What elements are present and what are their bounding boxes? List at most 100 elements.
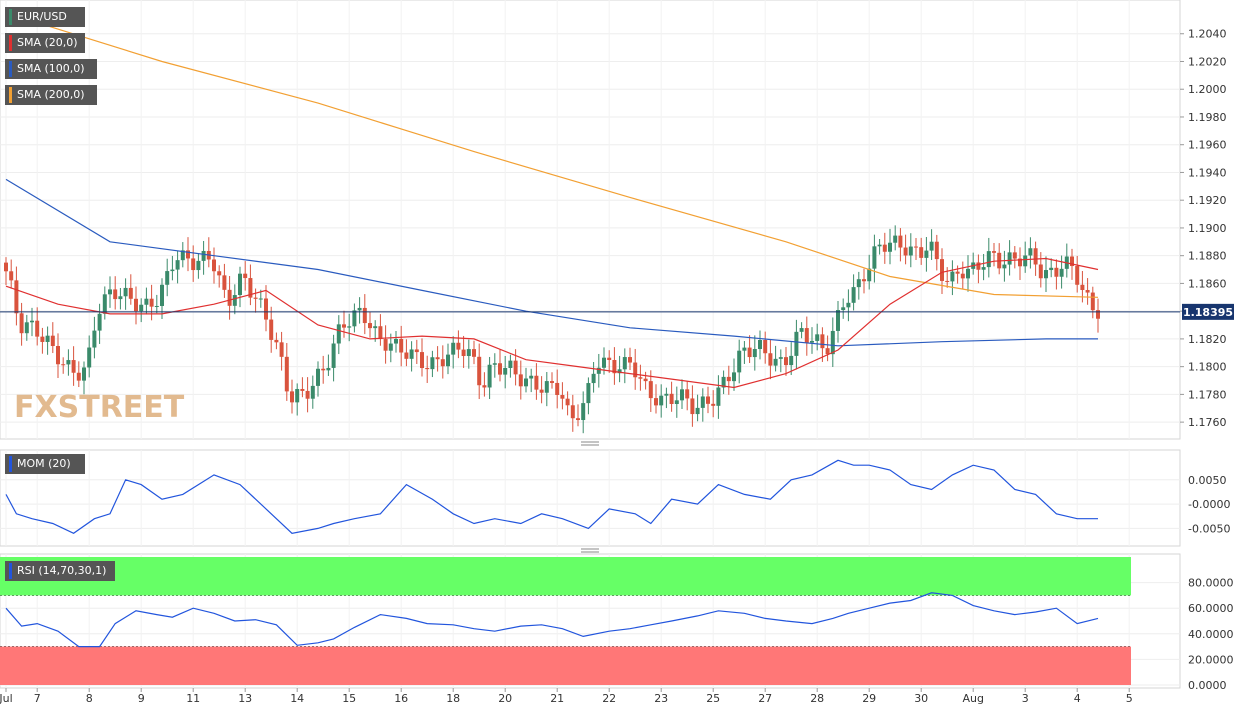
candle-body bbox=[113, 289, 118, 300]
splitter-price-mom[interactable] bbox=[581, 441, 599, 446]
candle-body bbox=[799, 328, 804, 332]
candle-body bbox=[1070, 256, 1074, 267]
candle-body bbox=[388, 343, 393, 351]
candle-body bbox=[258, 298, 263, 300]
candle-body bbox=[1080, 284, 1085, 291]
candle-body bbox=[742, 347, 747, 351]
candle-body bbox=[196, 260, 201, 271]
candle-body bbox=[565, 398, 570, 406]
candle-body bbox=[305, 390, 310, 399]
price-tick-label: 1.2040 bbox=[1188, 28, 1227, 41]
candle-body bbox=[316, 368, 320, 386]
candle-body bbox=[118, 296, 123, 300]
price-tick-label: 1.1860 bbox=[1188, 277, 1227, 290]
rsi-oversold-zone bbox=[0, 646, 1131, 685]
candle-body bbox=[643, 378, 648, 382]
candle-body bbox=[804, 328, 809, 343]
candle-body bbox=[336, 324, 341, 344]
candle-body bbox=[674, 400, 679, 404]
candle-body bbox=[222, 275, 227, 290]
candle-body bbox=[97, 313, 102, 331]
x-tick-label: 9 bbox=[138, 692, 145, 705]
rsi-legend[interactable]: RSI (14,70,30,1) bbox=[5, 561, 115, 581]
candle-body bbox=[19, 313, 24, 334]
candle-body bbox=[269, 319, 274, 340]
price-legend-0[interactable]: EUR/USD bbox=[5, 7, 85, 27]
candle-body bbox=[248, 278, 253, 298]
candle-body bbox=[732, 372, 736, 382]
candle-body bbox=[14, 280, 19, 314]
candle-body bbox=[633, 362, 638, 378]
price-tick-label: 1.2020 bbox=[1188, 55, 1227, 68]
x-tick-label: 28 bbox=[810, 692, 824, 705]
x-tick-label: 30 bbox=[914, 692, 928, 705]
x-tick-label: Aug bbox=[962, 692, 983, 705]
mom-legend[interactable]: MOM (20) bbox=[5, 454, 85, 474]
candle-body bbox=[149, 298, 154, 307]
candle-body bbox=[976, 262, 981, 270]
price-tick-label: 1.1800 bbox=[1188, 361, 1227, 374]
candle-body bbox=[1007, 252, 1012, 265]
price-tick-label: 1.1820 bbox=[1188, 333, 1227, 346]
candle-body bbox=[778, 357, 783, 359]
rsi-tick-label: 40.0000 bbox=[1188, 628, 1234, 641]
candle-body bbox=[836, 310, 840, 331]
candle-body bbox=[414, 349, 419, 353]
candle-body bbox=[820, 334, 825, 349]
candle-body bbox=[518, 374, 523, 387]
candle-body bbox=[139, 304, 144, 312]
candle-body bbox=[773, 358, 778, 366]
candle-body bbox=[82, 367, 86, 381]
candle-body bbox=[232, 295, 237, 306]
candle-body bbox=[175, 260, 180, 270]
candle-body bbox=[981, 267, 986, 270]
candle-body bbox=[310, 385, 315, 399]
candle-body bbox=[264, 298, 268, 320]
candle-body bbox=[784, 357, 788, 366]
candle-body bbox=[768, 353, 773, 366]
candle-body bbox=[487, 364, 492, 388]
candle-body bbox=[30, 320, 34, 323]
candle-body bbox=[1033, 248, 1038, 265]
candle-body bbox=[274, 339, 279, 343]
price-pane-bg bbox=[0, 0, 1181, 440]
candle-body bbox=[128, 287, 133, 299]
candle-body bbox=[227, 289, 232, 306]
candle-body bbox=[492, 363, 497, 365]
candle-body bbox=[654, 398, 658, 406]
candle-body bbox=[420, 352, 424, 369]
candle-body bbox=[290, 391, 294, 403]
price-tick-label: 1.1960 bbox=[1188, 139, 1227, 152]
x-tick-label: 4 bbox=[1074, 692, 1081, 705]
candle-body bbox=[482, 385, 487, 388]
candle-body bbox=[9, 271, 14, 281]
price-legend-2[interactable]: SMA (100,0) bbox=[5, 59, 97, 79]
price-tick-label: 1.1880 bbox=[1188, 250, 1227, 263]
x-tick-label: 11 bbox=[186, 692, 200, 705]
candle-body bbox=[544, 381, 549, 393]
candle-body bbox=[1075, 266, 1080, 285]
candle-body bbox=[711, 403, 716, 406]
candle-body bbox=[908, 246, 913, 256]
legend-label: EUR/USD bbox=[17, 10, 67, 23]
x-tick-label: 29 bbox=[862, 692, 876, 705]
sma-lines-group bbox=[5, 12, 1099, 389]
price-legend-3[interactable]: SMA (200,0) bbox=[5, 85, 97, 105]
candle-body bbox=[342, 324, 346, 328]
price-legend-1[interactable]: SMA (20,0) bbox=[5, 33, 85, 53]
candle-body bbox=[841, 307, 846, 311]
splitter-mom-rsi[interactable] bbox=[581, 548, 599, 553]
sma20-line bbox=[5, 257, 1099, 389]
candle-body bbox=[882, 244, 887, 252]
candle-body bbox=[966, 268, 970, 279]
price-tick-label: 1.1760 bbox=[1188, 416, 1227, 429]
candle-body bbox=[123, 287, 128, 297]
current-price-label: 1.18395 bbox=[1183, 306, 1233, 319]
candle-body bbox=[940, 259, 944, 281]
mom-line-group bbox=[5, 459, 1098, 534]
candle-body bbox=[669, 393, 674, 404]
candle-body bbox=[950, 271, 955, 282]
candle-body bbox=[461, 349, 466, 357]
candle-body bbox=[477, 356, 482, 386]
